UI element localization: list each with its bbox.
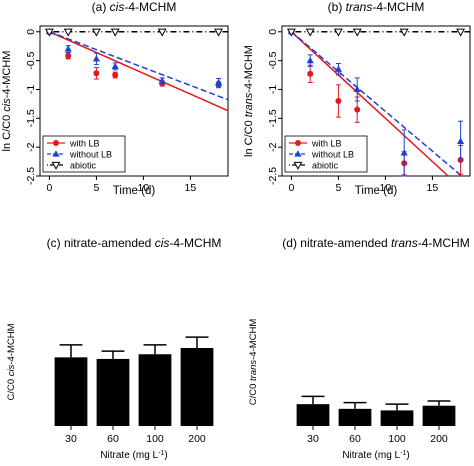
y-tick-label: -1 [267, 85, 279, 94]
data-point [91, 28, 101, 37]
data-point [63, 28, 73, 37]
legend-label: with LB [69, 139, 100, 149]
bar [138, 354, 172, 426]
fit-line [49, 31, 229, 101]
legend-label: abiotic [70, 161, 97, 171]
legend-marker [294, 150, 302, 157]
legend-label: without LB [311, 150, 354, 160]
x-tick-label: 0 [46, 182, 52, 194]
y-axis-label: ln C/C0 trans-4-MCHM [243, 45, 255, 157]
data-point [456, 28, 466, 37]
legend-marker [53, 140, 59, 146]
category-label: 30 [307, 433, 319, 445]
y-tick-label: -1.5 [267, 109, 279, 127]
x-axis-label: Time (d) [355, 185, 398, 197]
fit-line [290, 31, 463, 177]
legend-label: abiotic [312, 161, 339, 171]
legend-marker [295, 140, 301, 146]
x-axis-label: Nitrate (mg L-1) [342, 450, 409, 462]
data-point [64, 45, 72, 52]
data-point [334, 65, 342, 72]
data-point [457, 137, 465, 144]
y-tick-label: -2.5 [267, 167, 279, 185]
data-point [400, 149, 408, 156]
plot-frame [39, 25, 229, 177]
data-point [158, 77, 166, 84]
data-point [215, 78, 223, 86]
y-tick-label: 0 [267, 29, 279, 35]
x-tick-label: 10 [138, 182, 150, 194]
x-tick-label: 5 [93, 182, 99, 194]
panel-c: 30 60 100 200 [54, 336, 214, 445]
legend-label: without LB [69, 150, 112, 160]
category-label: 30 [65, 433, 77, 445]
bar [96, 358, 130, 426]
legend-label: with LB [311, 139, 342, 149]
data-point [112, 72, 119, 79]
legend-marker [52, 150, 60, 157]
x-axis-label: Nitrate (mg L-1) [100, 450, 167, 462]
category-label: 200 [188, 433, 206, 445]
data-point [354, 106, 361, 113]
data-point [353, 85, 361, 93]
x-tick-label: 5 [335, 182, 341, 194]
panel-title: (b) trans-4-MCHM [328, 0, 425, 14]
y-tick-label: -1.5 [25, 109, 37, 127]
data-point [93, 70, 100, 77]
category-label: 60 [107, 433, 119, 445]
y-axis-label: ln C/C0 cis-4-MCHM [1, 51, 13, 152]
panel-title: (d) nitrate-amended trans-4-MCHM [282, 236, 469, 250]
legend-marker [293, 161, 303, 170]
data-point [352, 28, 362, 37]
y-tick-label: -2.5 [25, 167, 37, 185]
category-label: 100 [388, 433, 406, 445]
data-point [305, 28, 315, 37]
bar [54, 357, 88, 426]
y-tick-label: -1 [25, 85, 37, 94]
y-tick-label: -0.5 [25, 51, 37, 69]
bar [380, 410, 414, 426]
x-axis-label: Time (d) [113, 185, 156, 197]
y-tick-label: -2 [25, 142, 37, 151]
x-tick-label: 10 [380, 182, 392, 194]
y-tick-label: -0.5 [267, 51, 279, 69]
plot-frame [281, 25, 471, 177]
y-axis-label: C/C0 cis-4-MCHM [6, 323, 17, 400]
panel-d: 30 60 100 200 [296, 395, 456, 445]
data-point [111, 62, 119, 69]
y-tick-label: -2 [267, 142, 279, 151]
data-point [307, 70, 314, 77]
data-point [335, 98, 342, 104]
category-label: 60 [349, 433, 361, 445]
data-point [110, 28, 120, 37]
y-axis-label: C/C0 trans-4-MCHM [248, 319, 259, 406]
data-point [157, 28, 167, 37]
bar [180, 348, 214, 426]
y-tick-label: 0 [25, 29, 37, 35]
data-point [306, 56, 314, 64]
fit-line [290, 31, 449, 177]
bar [338, 408, 372, 426]
data-point [92, 55, 100, 62]
data-point [214, 28, 224, 37]
bar [422, 405, 456, 426]
x-tick-label: 15 [427, 182, 439, 194]
panel-title: (c) nitrate-amended cis-4-MCHM [47, 236, 222, 250]
data-point [65, 53, 72, 59]
x-tick-label: 15 [185, 182, 197, 194]
x-tick-label: 0 [288, 182, 294, 194]
data-point [399, 28, 409, 37]
panel-title: (a) cis-4-MCHM [92, 0, 177, 14]
fit-line [49, 31, 229, 112]
data-point [44, 28, 54, 37]
category-label: 200 [430, 433, 448, 445]
bar [296, 404, 330, 426]
category-label: 100 [146, 433, 164, 445]
data-point [286, 28, 296, 37]
data-point [333, 28, 343, 37]
legend-marker [51, 161, 61, 170]
